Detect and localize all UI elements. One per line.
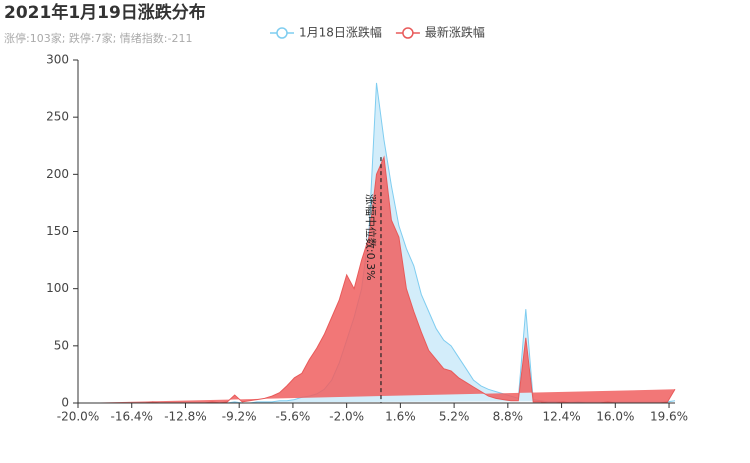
x-tick-label: -12.8% [164, 410, 206, 424]
x-tick-label: -9.2% [222, 410, 257, 424]
y-tick-label: 250 [46, 110, 69, 124]
x-tick-label: 1.6% [385, 410, 416, 424]
chart-subtitle: 涨停:103家; 跌停:7家; 情绪指数:-211 [4, 31, 192, 45]
x-tick-label: -16.4% [111, 410, 153, 424]
x-tick-label: -20.0% [57, 410, 99, 424]
x-tick-label: 8.8% [493, 410, 524, 424]
legend-label[interactable]: 1月18日涨跌幅 [299, 25, 382, 40]
y-tick-label: 0 [61, 396, 69, 410]
chart-title: 2021年1月19日涨跌分布 [4, 2, 206, 23]
x-tick-label: -2.0% [329, 410, 364, 424]
y-tick-label: 50 [54, 338, 69, 352]
x-tick-label: 19.6% [650, 410, 688, 424]
legend-symbol [276, 27, 288, 39]
x-tick-label: 16.0% [596, 410, 634, 424]
x-tick-label: 12.4% [543, 410, 581, 424]
y-tick-label: 150 [46, 224, 69, 238]
legend-label[interactable]: 最新涨跌幅 [425, 25, 485, 40]
y-tick-label: 100 [46, 281, 69, 295]
y-tick-label: 300 [46, 53, 69, 67]
x-tick-label: 5.2% [439, 410, 470, 424]
x-tick-label: -5.6% [276, 410, 311, 424]
legend-symbol [402, 27, 414, 39]
median-label: 涨幅中位数:0.3% [364, 194, 378, 281]
y-tick-label: 200 [46, 167, 69, 181]
